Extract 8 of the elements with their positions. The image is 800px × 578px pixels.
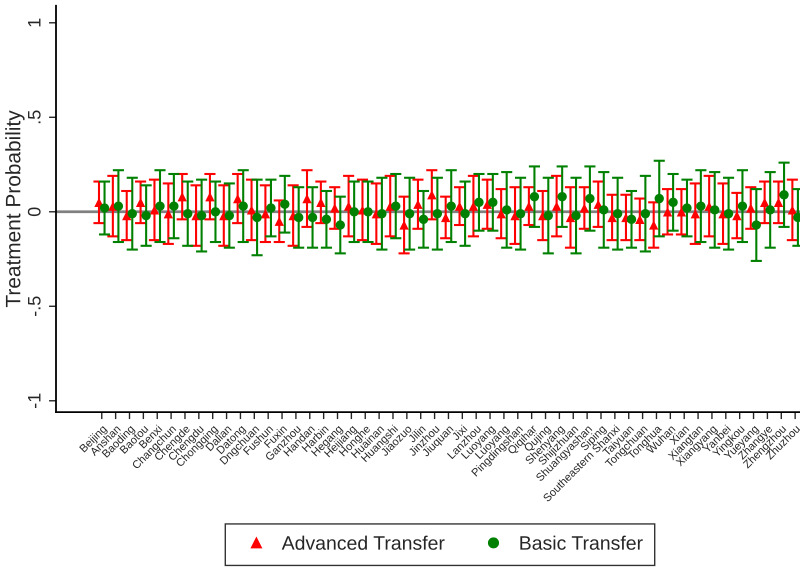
legend-label: Basic Transfer (520, 536, 643, 550)
y-tick-label: -1 (28, 394, 40, 408)
legend-label: Advanced Transfer (282, 536, 445, 550)
y-tick-label: .5 (28, 110, 41, 124)
y-tick-label: 0 (28, 207, 41, 216)
y-tick-label: 1 (28, 18, 40, 26)
y-tick-label: -.5 (28, 296, 41, 316)
y-axis-title: Treatment Probability (5, 110, 25, 308)
